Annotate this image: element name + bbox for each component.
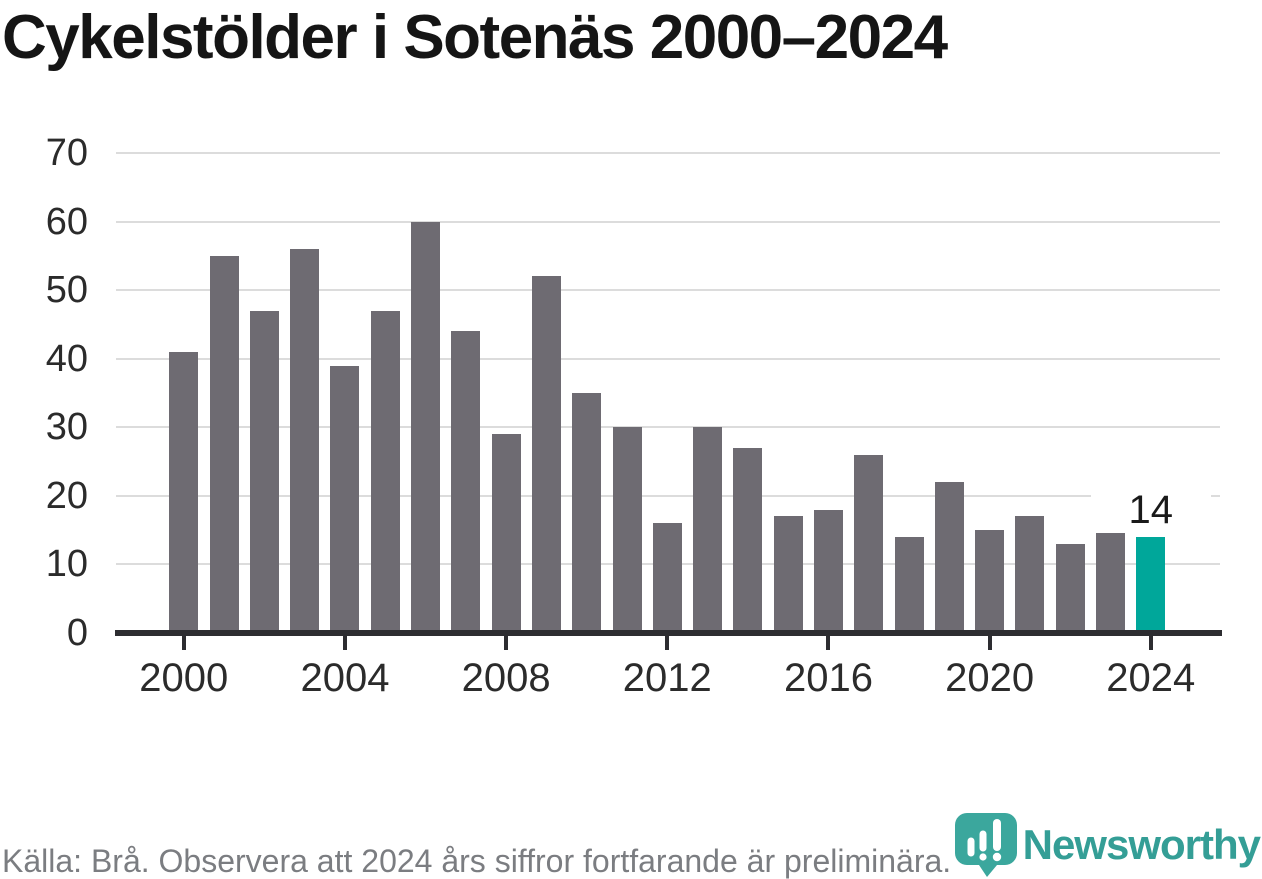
y-tick-label-60: 60 — [45, 200, 88, 243]
bar-2018 — [894, 537, 924, 633]
y-tick-label-40: 40 — [45, 337, 88, 380]
bar-2022 — [1055, 543, 1085, 633]
gridline-y-40 — [116, 357, 1220, 360]
gridline-y-70 — [116, 152, 1220, 154]
x-tick-2012 — [665, 636, 670, 650]
bar-2007 — [451, 331, 481, 633]
x-tick-label-2024: 2024 — [1106, 656, 1196, 700]
bar-2001 — [209, 255, 239, 633]
y-tick-label-0: 0 — [66, 612, 88, 654]
bar-2004 — [330, 365, 360, 633]
x-tick-label-2020: 2020 — [945, 656, 1035, 700]
y-tick-label-30: 30 — [45, 406, 88, 449]
x-tick-label-2012: 2012 — [622, 656, 712, 700]
bar-2017 — [854, 454, 884, 633]
bar-2006 — [411, 221, 441, 633]
gridline-y-60 — [116, 220, 1220, 223]
x-axis-line — [115, 630, 1222, 636]
bar-2002 — [249, 310, 279, 633]
x-tick-label-2000: 2000 — [139, 656, 229, 700]
x-tick-2000 — [181, 636, 186, 650]
x-tick-label-2008: 2008 — [461, 656, 551, 700]
bar-value-label-2024: 14 — [1090, 487, 1211, 533]
y-tick-label-50: 50 — [45, 269, 88, 312]
x-tick-2008 — [504, 636, 509, 650]
x-tick-2004 — [342, 636, 347, 650]
x-tick-2020 — [987, 636, 992, 650]
bar-2019 — [934, 482, 964, 633]
bar-2003 — [290, 249, 320, 633]
x-tick-label-2004: 2004 — [300, 656, 390, 700]
x-tick-2016 — [826, 636, 831, 650]
bar-2021 — [1015, 516, 1045, 633]
bar-2014 — [733, 447, 763, 633]
x-tick-label-2016: 2016 — [783, 656, 873, 700]
source-note: Källa: Brå. Observera att 2024 års siffr… — [2, 843, 952, 879]
bar-2013 — [693, 427, 723, 633]
chart-title: Cykelstölder i Sotenäs 2000–2024 — [2, 3, 948, 72]
newsworthy-logo: Newsworthy — [953, 810, 1262, 879]
y-tick-label-20: 20 — [45, 474, 88, 517]
bar-2005 — [370, 310, 400, 633]
gridline-y-20 — [116, 494, 1220, 497]
bar-2008 — [491, 434, 521, 633]
gridline-y-50 — [116, 289, 1220, 292]
bar-2000 — [169, 351, 199, 633]
bar-2015 — [773, 516, 803, 633]
gridline-y-30 — [116, 426, 1220, 429]
y-tick-label-10: 10 — [45, 543, 88, 586]
bar-2011 — [612, 427, 642, 633]
bar-2012 — [652, 523, 682, 633]
bar-2016 — [813, 509, 843, 633]
bar-2009 — [531, 276, 561, 633]
bar-2020 — [975, 530, 1005, 633]
newsworthy-wordmark: Newsworthy — [1022, 821, 1261, 868]
bar-2024 — [1136, 537, 1166, 633]
y-tick-label-70: 70 — [45, 132, 88, 174]
x-tick-2024 — [1148, 636, 1153, 650]
bar-2010 — [572, 393, 602, 633]
newsworthy-pin-barchart-icon — [954, 813, 1017, 877]
bar-2023 — [1096, 516, 1126, 633]
